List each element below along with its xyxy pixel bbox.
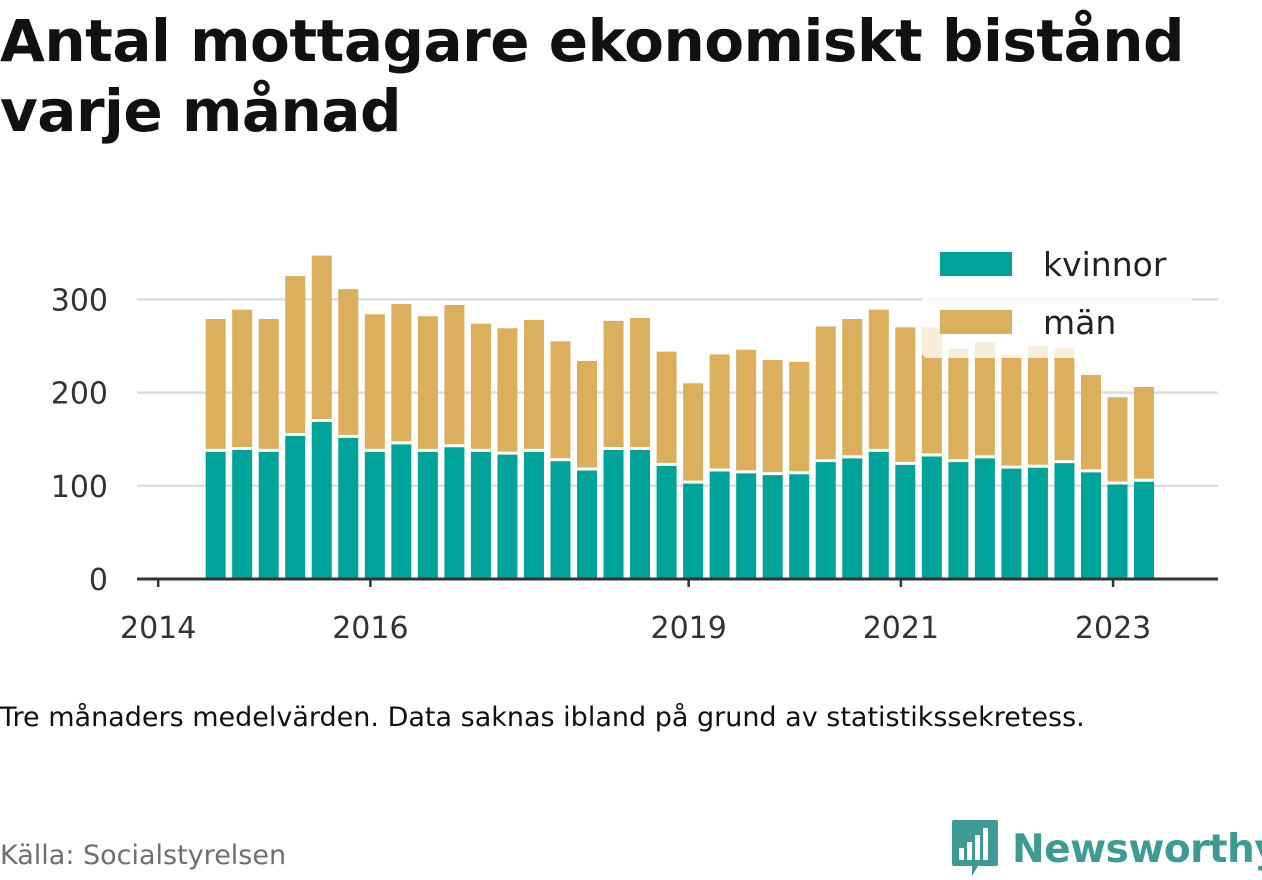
y-tick-label: 300 [51,283,108,318]
bar-kvinnor [391,442,412,579]
legend: kvinnor män [922,238,1192,358]
legend-swatch-kvinnor [940,252,1012,276]
bar-kvinnor [789,472,810,579]
bar-kvinnor [444,445,465,579]
bar-man [550,341,571,460]
bar-man [921,327,942,456]
bar-man [444,304,465,446]
legend-swatch-man [940,310,1012,334]
legend-label: kvinnor [1043,245,1167,284]
x-tick-label: 2019 [651,611,727,646]
y-tick-label: 100 [51,470,108,505]
bar-kvinnor [630,448,651,579]
bar-kvinnor [550,459,571,579]
bar-kvinnor [736,471,757,579]
axes: 0 100 200 300 2014 2016 2019 2021 2023 [51,283,1218,646]
chart-title: Antal mottagare ekonomiskt bistånd varje… [0,7,1185,145]
bar-kvinnor [603,448,624,579]
bar-kvinnor [577,469,598,579]
bar-kvinnor [921,455,942,579]
brand-logo[interactable]: Newsworthy [950,818,1262,880]
bar-kvinnor [232,448,253,579]
x-tick-label: 2023 [1075,611,1151,646]
chart-note: Tre månaders medelvärden. Data saknas ib… [0,702,1085,733]
bar-kvinnor [1027,466,1048,579]
bar-kvinnor [895,463,916,579]
bar-man [338,289,359,437]
bar-man [842,318,863,457]
bar-man [974,342,995,457]
newsworthy-logo-icon [952,820,998,876]
bar-kvinnor [258,450,279,579]
bar-man [311,255,332,421]
bar-kvinnor [285,434,306,579]
bar-man [736,349,757,472]
bar-kvinnor [497,453,518,579]
brand-name: Newsworthy [1012,826,1262,872]
bar-man [470,323,491,451]
bar-kvinnor [338,436,359,579]
y-tick-label: 0 [89,563,108,598]
bar-kvinnor [868,450,889,579]
bar-kvinnor [1107,483,1128,579]
x-tick-label: 2014 [120,611,196,646]
bar-kvinnor [948,460,969,579]
y-tick-label: 200 [51,377,108,412]
bar-man [656,351,677,465]
bar-man [497,328,518,454]
stacked-bar-chart: 0 100 200 300 2014 2016 2019 2021 2023 kvinnor mä… [50,238,1218,646]
bar-man [364,314,385,451]
bar-man [789,361,810,473]
bar-man [1134,387,1155,481]
x-tick-label: 2021 [863,611,939,646]
bar-man [603,320,624,449]
bar-man [577,360,598,470]
bar-kvinnor [1054,461,1075,579]
bar-kvinnor [1001,467,1022,579]
bar-man [762,359,783,474]
bar-kvinnor [762,473,783,579]
bar-man [709,354,730,470]
bar-man [1027,346,1048,467]
bar-kvinnor [815,460,836,579]
bar-kvinnor [523,450,544,579]
bar-man [630,318,651,449]
bar-kvinnor [1134,480,1155,579]
bar-man [523,319,544,451]
bar-kvinnor [311,420,332,579]
bar-man [868,309,889,451]
bar-kvinnor [470,450,491,579]
bar-man [895,327,916,464]
bar-man [1001,355,1022,468]
bar-man [1080,374,1101,471]
bar-kvinnor [205,450,226,579]
bar-man [205,318,226,451]
bar-man [232,309,253,449]
bar-man [683,383,704,483]
legend-label: män [1043,303,1116,342]
bar-kvinnor [1080,470,1101,579]
bar-man [285,276,306,435]
x-tick-label: 2016 [332,611,408,646]
bar-kvinnor [683,482,704,579]
bar-man [1054,347,1075,462]
bar-kvinnor [842,456,863,579]
bar-man [391,304,412,443]
bar-kvinnor [417,450,438,579]
bar-kvinnor [656,464,677,579]
bars [205,255,1155,579]
bar-kvinnor [974,456,995,579]
bar-man [1107,397,1128,484]
bar-man [815,326,836,461]
bar-man [948,348,969,461]
source-credit: Källa: Socialstyrelsen [0,840,287,871]
bar-man [258,318,279,451]
bar-man [417,316,438,451]
bar-kvinnor [709,469,730,579]
bar-kvinnor [364,450,385,579]
